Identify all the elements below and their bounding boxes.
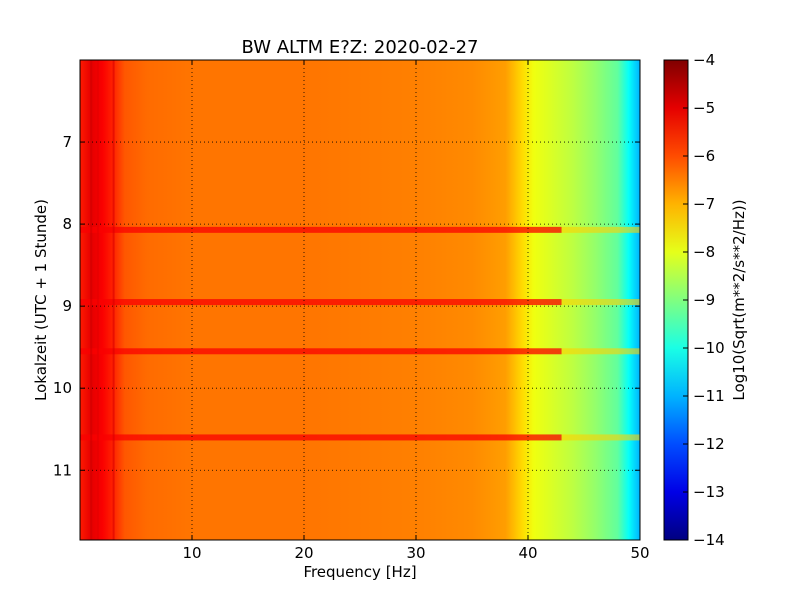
colorbar-label: Log10(Sqrt(m**2/s**2/Hz)) (730, 199, 748, 400)
axes-frame (79, 59, 641, 541)
y-tick-label: 9 (62, 297, 72, 315)
high-amplitude-band (80, 434, 562, 441)
high-amplitude-band (80, 299, 562, 306)
x-axis-ticks: 10 20 30 40 50 (182, 60, 650, 562)
plot-area: 10 20 30 40 50 7 8 9 10 11 (53, 59, 650, 562)
high-amplitude-bands (80, 226, 640, 441)
x-axis-label: Frequency [Hz] (303, 563, 416, 581)
colorbar-ticks: −4 −5 −6 −7 −8 −9 −10 −11 −12 −13 −14 (683, 51, 725, 549)
y-axis-label: Lokalzeit (UTC + 1 Stunde) (32, 199, 50, 401)
low-frequency-streak (112, 60, 115, 540)
colorbar-tick-label: −10 (693, 339, 725, 357)
y-tick-label: 8 (62, 215, 72, 233)
high-amplitude-band-tail (561, 434, 640, 441)
colorbar-tick-label: −11 (693, 387, 725, 405)
high-amplitude-band-tail (561, 348, 640, 355)
y-axis-ticks: 7 8 9 10 11 (53, 133, 640, 479)
x-tick-label: 40 (518, 544, 537, 562)
x-tick-label: 20 (294, 544, 313, 562)
low-frequency-streaks (90, 60, 115, 540)
chart-title: BW ALTM E?Z: 2020-02-27 (242, 37, 479, 58)
colorbar-tick-label: −5 (693, 99, 715, 117)
x-tick-label: 30 (406, 544, 425, 562)
x-tick-label: 50 (630, 544, 649, 562)
high-amplitude-band (80, 348, 562, 355)
y-tick-label: 11 (53, 461, 72, 479)
colorbar-tick-label: −13 (693, 483, 725, 501)
colorbar-tick-label: −6 (693, 147, 715, 165)
high-amplitude-band-tail (561, 226, 640, 233)
grid-lines (80, 60, 640, 540)
colorbar-tick-label: −12 (693, 435, 725, 453)
colorbar: −4 −5 −6 −7 −8 −9 −10 −11 −12 −13 −14 Log10(Sqrt(m… (663, 51, 748, 549)
colorbar-tick-label: −4 (693, 51, 715, 69)
high-amplitude-band-tail (561, 299, 640, 306)
colorbar-tick-label: −7 (693, 195, 715, 213)
low-frequency-streak (96, 60, 99, 540)
low-frequency-streak (90, 60, 93, 540)
colorbar-tick-label: −9 (693, 291, 715, 309)
colorbar-tick-label: −14 (693, 531, 725, 549)
y-tick-label: 7 (62, 133, 72, 151)
y-tick-label: 10 (53, 379, 72, 397)
x-tick-label: 10 (182, 544, 201, 562)
high-amplitude-band (80, 226, 562, 233)
colorbar-tick-label: −8 (693, 243, 715, 261)
